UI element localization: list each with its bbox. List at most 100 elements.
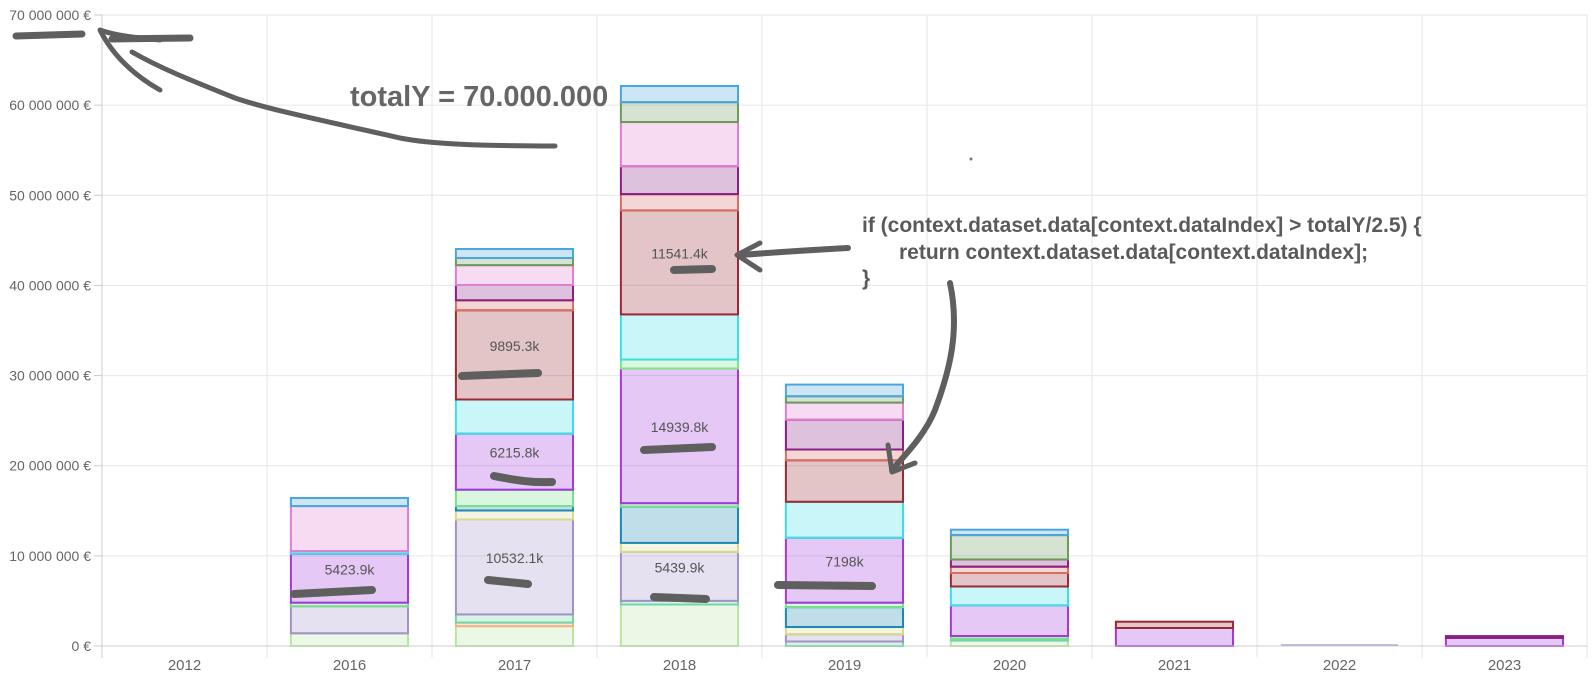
data-label: 11541.4k <box>651 245 709 261</box>
bar-segment <box>784 536 905 604</box>
x-tick-label: 2012 <box>168 657 201 674</box>
y-axis-tick-labels: 0 € 10 000 000 € 20 000 000 € 30 000 000 € 4… <box>9 7 91 654</box>
mark-2018-c <box>650 593 710 603</box>
bar-segment <box>454 509 574 521</box>
bar-segment <box>784 448 905 462</box>
mark-2017-a <box>458 369 542 380</box>
x-tick-label: 2019 <box>828 657 861 674</box>
y-tick-label: 20 000 000 € <box>9 458 91 474</box>
data-label: 14939.8k <box>651 419 710 435</box>
bar-segment <box>949 534 1070 561</box>
code-line-2: return context.dataset.data[context.data… <box>899 241 1368 264</box>
arrow-head-11541-label <box>734 240 763 273</box>
x-axis-tick-labels: 2012 2016 2017 2018 2019 2020 2021 2022 2023 <box>168 657 1521 674</box>
bar-segment <box>1444 635 1565 639</box>
y-tick-label: 10 000 000 € <box>9 548 91 564</box>
axes <box>94 14 1587 658</box>
data-label: 5439.9k <box>655 559 706 575</box>
arrow-head-2019-stack <box>885 442 918 475</box>
arrow-head-max-tick <box>97 27 163 93</box>
mark-2017-c <box>484 576 532 588</box>
y-tick-label: 0 € <box>72 638 92 654</box>
bar-stacks <box>289 85 1565 648</box>
data-labels: 5423.9k 10532.1k 6215.8k 9895.3k 5439.9k 1493… <box>325 245 865 577</box>
data-label: 6215.8k <box>490 445 541 461</box>
x-tick-label: 2021 <box>1158 657 1191 674</box>
bar-segment <box>289 632 409 648</box>
bar-segment <box>784 418 905 451</box>
arrow-to-max-tick <box>129 49 558 149</box>
bar-segment <box>454 257 574 267</box>
bar-segment <box>619 505 740 544</box>
total-annotation: totalY = 70.000.000 <box>350 81 608 113</box>
y-tick-label: 70 000 000 € <box>9 7 91 23</box>
bar-segment <box>949 528 1070 537</box>
code-line-1: if (context.dataset.data[context.dataInd… <box>862 214 1422 237</box>
bar-segment <box>619 358 740 370</box>
bar-segment <box>619 85 740 104</box>
mark-2019 <box>774 581 876 590</box>
arrow-to-11541-label <box>737 245 851 258</box>
bar-segment <box>619 209 740 316</box>
bar-segment <box>619 541 740 553</box>
gridlines <box>101 14 1588 658</box>
bar-segment <box>619 165 740 196</box>
bar-segment <box>454 248 574 259</box>
data-label: 9895.3k <box>490 338 541 354</box>
bar-segment <box>619 193 740 212</box>
bar-segment <box>784 459 905 503</box>
bar-segment <box>289 605 409 635</box>
bar-segment <box>454 488 574 507</box>
bar-segment <box>454 613 574 624</box>
x-tick-label: 2018 <box>663 657 696 674</box>
mark-2018-b <box>640 443 716 454</box>
bar-segment <box>454 284 574 302</box>
bar-segment <box>289 497 409 508</box>
x-tick-label: 2022 <box>1323 657 1356 674</box>
x-tick-label: 2016 <box>333 657 366 674</box>
y-tick-label: 50 000 000 € <box>9 187 91 203</box>
mark-2017-b <box>490 472 556 487</box>
bar-segment <box>619 121 740 168</box>
hand-drawn-annotations <box>12 27 957 603</box>
mark-2018-a <box>670 265 716 274</box>
bar-segment <box>784 626 905 636</box>
bar-segment <box>784 606 905 629</box>
y-tick-label: 30 000 000 € <box>9 368 91 384</box>
bar-segment <box>1444 636 1565 648</box>
bar-segment <box>784 633 905 643</box>
bar-segment <box>454 309 574 401</box>
underline-mark-top-left <box>12 30 86 40</box>
bar-segment <box>454 518 574 616</box>
bar-segment <box>619 313 740 361</box>
bar-segment <box>784 401 905 421</box>
bar-segment <box>289 505 409 553</box>
bar-segment <box>949 558 1070 568</box>
y-tick-label: 60 000 000 € <box>9 97 91 113</box>
stray-dot <box>969 157 973 161</box>
mark-2016 <box>290 586 376 598</box>
bar-segment <box>619 101 740 123</box>
bar-segment <box>1114 620 1235 630</box>
bar-segment <box>784 383 905 398</box>
bar-segment <box>454 625 574 648</box>
arrow-to-2019-stack <box>889 280 957 473</box>
data-label: 7198k <box>825 553 864 569</box>
x-tick-label: 2023 <box>1488 657 1521 674</box>
code-line-3: } <box>862 267 870 290</box>
x-tick-label: 2017 <box>498 657 531 674</box>
bar-segment <box>784 500 905 539</box>
bar-segment <box>949 604 1070 638</box>
data-label: 10532.1k <box>486 550 545 566</box>
x-tick-label: 2020 <box>993 657 1026 674</box>
bar-segment <box>454 398 574 435</box>
bar-segment <box>619 603 740 647</box>
bar-segment <box>1114 627 1235 647</box>
data-label: 5423.9k <box>325 561 376 577</box>
bar-segment <box>949 572 1070 588</box>
bar-segment <box>454 299 574 312</box>
bar-segment <box>454 264 574 287</box>
bar-segment <box>949 585 1070 607</box>
